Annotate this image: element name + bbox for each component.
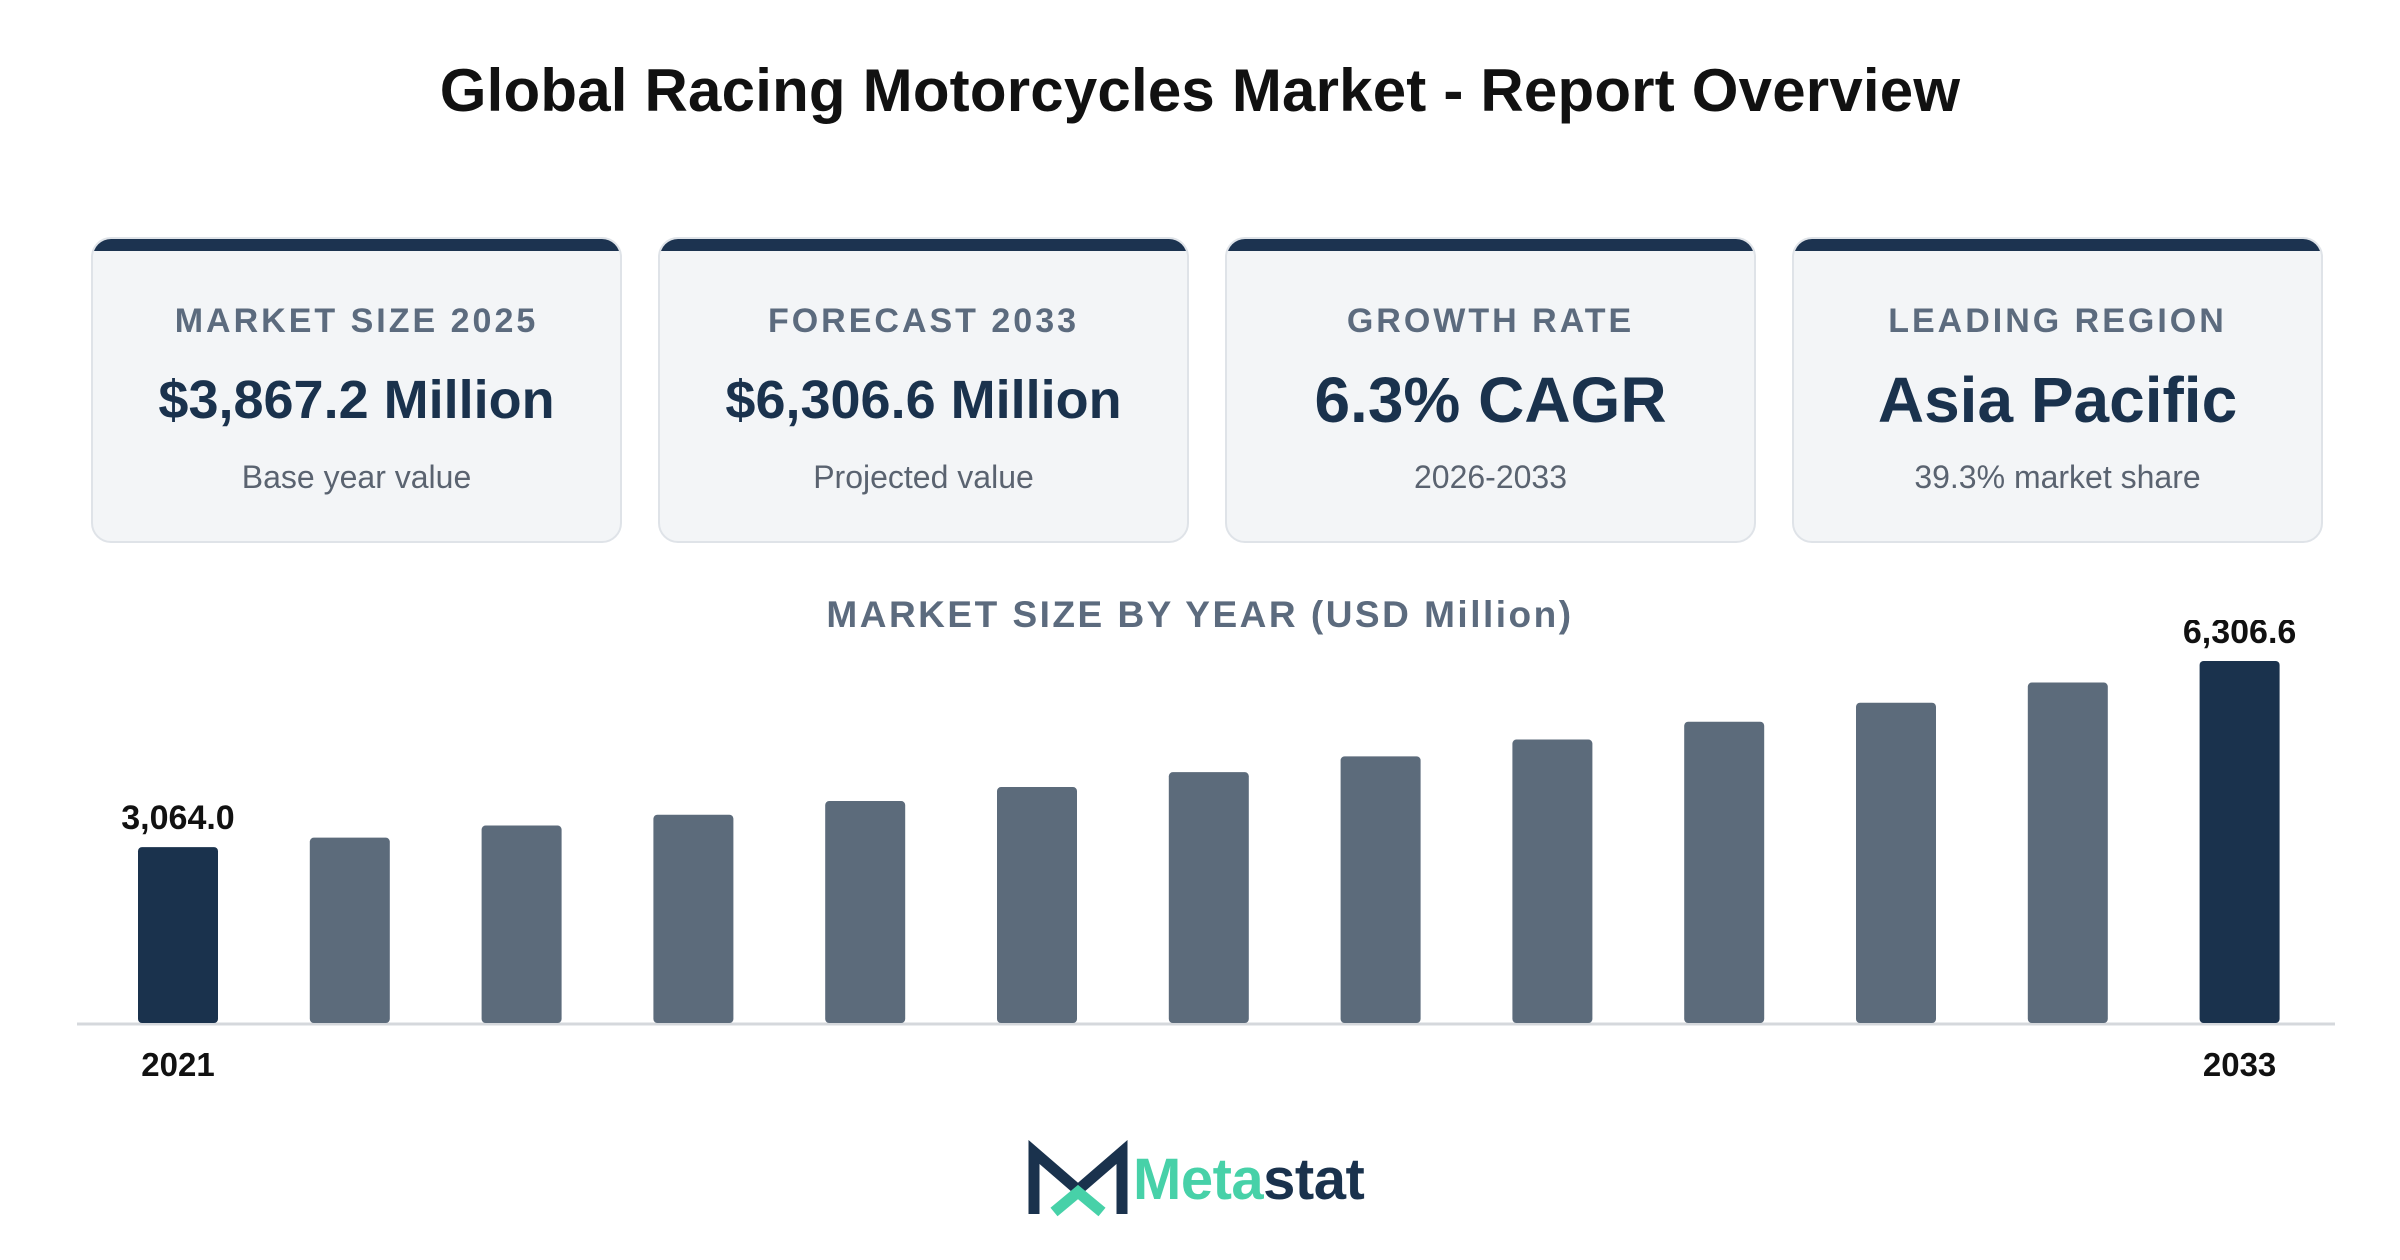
logo-wordmark-stat: stat xyxy=(1263,1147,1365,1212)
bar-2022 xyxy=(309,837,390,1023)
bar-2025 xyxy=(825,801,906,1023)
metastat-logo: Metastat xyxy=(1028,1139,1388,1220)
page-title: Global Racing Motorcycles Market - Repor… xyxy=(439,57,1961,124)
card-subtext: Projected value xyxy=(813,459,1034,495)
card-market-size: MARKET SIZE 2025 $3,867.2 Million Base y… xyxy=(91,237,622,543)
card-leading-region: LEADING REGION Asia Pacific 39.3% market… xyxy=(1792,237,2323,543)
logo-wordmark-meta: Meta xyxy=(1133,1147,1264,1212)
metastat-logo-icon xyxy=(1028,1139,1128,1217)
card-subtext: 39.3% market share xyxy=(1914,459,2201,495)
bar-2031 xyxy=(1856,702,1936,1023)
bar-2030 xyxy=(1684,721,1765,1023)
bar-2028 xyxy=(1340,756,1421,1023)
card-forecast: FORECAST 2033 $6,306.6 Million Projected… xyxy=(658,237,1189,543)
value-label-2033: 6,306.6 xyxy=(2183,620,2296,651)
bar-2026 xyxy=(997,787,1077,1023)
bar-2027 xyxy=(1168,772,1249,1023)
bar-2032 xyxy=(2027,682,2108,1023)
x-tick-label-2033: 2033 xyxy=(2203,1046,2276,1083)
card-value: $6,306.6 Million xyxy=(725,370,1122,430)
logo-wordmark: Metastat xyxy=(1133,1146,1365,1213)
bar-2021 xyxy=(138,847,218,1023)
card-label: LEADING REGION xyxy=(1888,302,2227,340)
x-tick-label-2021: 2021 xyxy=(141,1046,214,1083)
market-size-bar-chart: 3,064.0 6,306.6 2021 2033 xyxy=(77,620,2335,1083)
bar-2023 xyxy=(481,825,562,1023)
bar-2029 xyxy=(1512,739,1593,1023)
card-growth-rate: GROWTH RATE 6.3% CAGR 2026-2033 xyxy=(1225,237,1756,543)
card-subtext: Base year value xyxy=(241,459,472,495)
bar-2024 xyxy=(653,814,734,1023)
stat-cards: MARKET SIZE 2025 $3,867.2 Million Base y… xyxy=(91,237,2323,547)
card-label: FORECAST 2033 xyxy=(767,302,1080,340)
card-label: MARKET SIZE 2025 xyxy=(174,302,539,340)
card-value: $3,867.2 Million xyxy=(158,370,555,430)
card-label: GROWTH RATE xyxy=(1346,302,1635,340)
card-value: 6.3% CAGR xyxy=(1314,364,1667,436)
bar-2033 xyxy=(2199,661,2280,1023)
chart-title: MARKET SIZE BY YEAR (USD Million) xyxy=(826,594,1574,635)
card-value: Asia Pacific xyxy=(1877,364,2238,436)
card-subtext: 2026-2033 xyxy=(1413,459,1568,495)
value-label-2021: 3,064.0 xyxy=(121,799,234,837)
